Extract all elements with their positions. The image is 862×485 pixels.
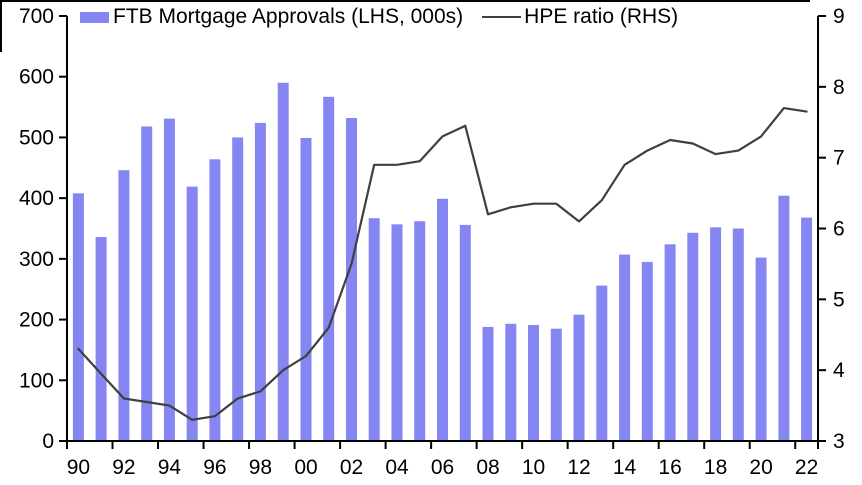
bar-00 (300, 138, 312, 441)
window-top-border (0, 0, 810, 2)
x-tick-label-90: 90 (67, 456, 90, 479)
left-tick-label-700: 700 (19, 5, 54, 28)
bar-18 (710, 227, 722, 441)
bar-96 (209, 159, 221, 442)
legend-bar-label: FTB Mortgage Approvals (LHS, 000s) (113, 5, 464, 28)
bar-92 (118, 170, 130, 441)
bar-04 (391, 224, 403, 442)
left-tick-label-0: 0 (42, 430, 54, 453)
right-axis-ticks: 3 4 5 6 7 8 9 (818, 5, 845, 453)
x-tick-label-14: 14 (613, 456, 637, 479)
window-left-border (0, 0, 2, 52)
bar-02 (346, 118, 357, 441)
x-tick-label-12: 12 (567, 456, 590, 479)
bar-93 (141, 126, 153, 441)
bar-01 (323, 96, 335, 442)
legend-line-swatch-icon (482, 16, 522, 18)
left-tick-label-500: 500 (19, 126, 54, 149)
x-tick-label-02: 02 (340, 456, 363, 479)
left-tick-label-400: 400 (19, 187, 54, 210)
legend-line-label: HPE ratio (RHS) (524, 5, 679, 28)
x-tick-label-10: 10 (522, 456, 545, 479)
bar-06 (437, 198, 448, 441)
x-axis-ticks: 90 92 94 96 98 00 02 04 06 08 10 12 14 16 18 20 22 (66, 441, 819, 479)
bar-90 (72, 193, 84, 441)
bar-91 (95, 237, 107, 441)
x-tick-label-98: 98 (249, 456, 272, 479)
bar-98 (254, 122, 266, 442)
bar-94 (163, 118, 175, 441)
right-tick-label-3: 3 (833, 430, 845, 453)
bar-95 (186, 186, 198, 441)
bar-08 (482, 326, 494, 441)
bar-09 (505, 323, 517, 441)
bar-19 (732, 228, 744, 441)
bar-05 (414, 221, 426, 441)
right-tick-label-9: 9 (833, 5, 845, 28)
left-axis-ticks: 0 100 200 300 400 500 600 700 (19, 5, 67, 453)
bars-series (72, 82, 813, 442)
bar-13 (596, 285, 608, 441)
x-tick-label-08: 08 (476, 456, 499, 479)
right-tick-label-4: 4 (833, 359, 845, 382)
bar-14 (619, 254, 631, 441)
x-tick-label-04: 04 (385, 456, 409, 479)
left-tick-label-200: 200 (19, 309, 54, 332)
chart-legend: FTB Mortgage Approvals (LHS, 000s) HPE r… (80, 5, 678, 29)
x-tick-label-94: 94 (158, 456, 182, 479)
bar-11 (550, 328, 562, 441)
right-tick-label-5: 5 (833, 288, 845, 311)
x-tick-label-16: 16 (658, 456, 681, 479)
x-tick-label-00: 00 (294, 456, 317, 479)
right-tick-label-8: 8 (833, 76, 845, 99)
bar-10 (528, 325, 539, 441)
bar-21 (778, 195, 790, 441)
right-tick-label-6: 6 (833, 218, 845, 241)
bar-12 (573, 314, 585, 441)
bar-99 (277, 82, 289, 442)
left-tick-label-100: 100 (19, 369, 54, 392)
x-tick-label-22: 22 (795, 456, 818, 479)
x-tick-label-18: 18 (704, 456, 727, 479)
bar-16 (664, 244, 676, 441)
x-tick-label-20: 20 (749, 456, 772, 479)
hpe-ratio-line (77, 106, 808, 421)
x-tick-label-92: 92 (112, 456, 135, 479)
right-tick-label-7: 7 (833, 147, 845, 170)
bar-07 (459, 224, 471, 441)
bar-22 (801, 217, 813, 441)
left-tick-label-300: 300 (19, 248, 54, 271)
legend-bar-swatch-icon (80, 11, 109, 23)
x-tick-label-06: 06 (431, 456, 454, 479)
x-tick-label-96: 96 (203, 456, 226, 479)
bar-17 (687, 232, 699, 442)
bar-20 (755, 257, 767, 441)
bar-97 (232, 137, 244, 441)
left-tick-label-600: 600 (19, 66, 54, 89)
bar-15 (641, 261, 653, 441)
bar-03 (368, 218, 380, 441)
